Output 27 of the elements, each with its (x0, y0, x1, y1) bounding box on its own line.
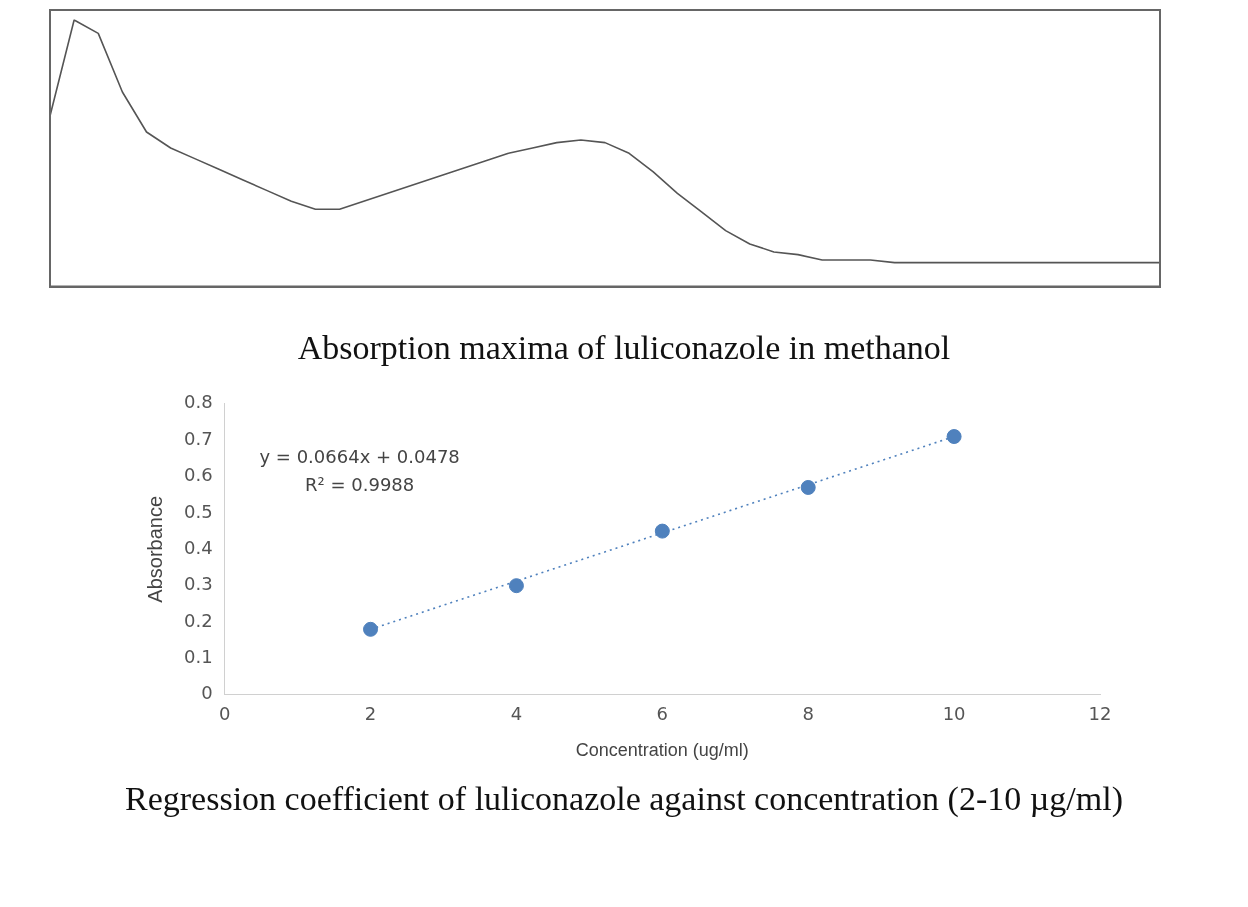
y-tick-label: 0.3 (183, 573, 213, 595)
annotation: R² = 0.9988 (305, 474, 415, 496)
y-tick-label: 0.2 (183, 609, 213, 631)
point (946, 429, 962, 445)
x-tick-label: 6 (656, 703, 669, 725)
x-axis-title: Concentration (ug/ml) (575, 740, 749, 761)
x-tick-label: 10 (942, 703, 966, 725)
text: Absorption maxima of luliconazole in methanol (296, 328, 952, 368)
y-axis-title: Absorbance (143, 496, 166, 603)
y-tick-label: 0.1 (183, 646, 213, 668)
y-tick-label: 0.4 (183, 537, 213, 559)
text: Regression coefficient of luliconazole against concentration (2-10 µg/ml) (124, 779, 1124, 820)
point (508, 578, 524, 594)
point (654, 523, 670, 539)
point (800, 480, 816, 496)
x-tick-label: 8 (802, 703, 814, 725)
annotation: y = 0.0664x + 0.0478 (259, 446, 460, 468)
x-tick-label: 2 (364, 703, 377, 725)
y-tick-label: 0 (201, 682, 213, 704)
y-tick-label: 0.7 (183, 427, 213, 449)
y-tick-label: 0.8 (183, 391, 213, 413)
point (363, 621, 379, 637)
y-tick-label: 0.6 (183, 464, 213, 486)
y-tick-label: 0.5 (183, 500, 213, 522)
x-tick-label: 12 (1088, 703, 1112, 725)
x-tick-label: 0 (218, 703, 231, 725)
x-tick-label: 4 (510, 703, 523, 725)
